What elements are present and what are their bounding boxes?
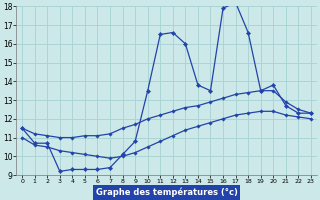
X-axis label: Graphe des températures (°c): Graphe des températures (°c) bbox=[96, 188, 237, 197]
